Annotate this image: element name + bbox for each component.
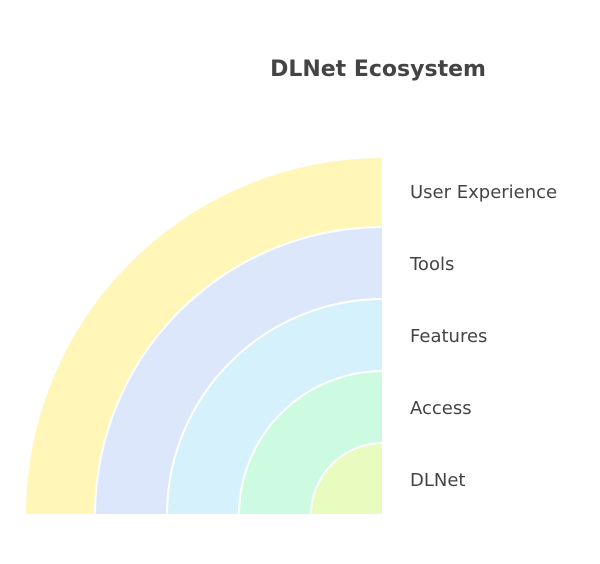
title: DLNet Ecosystem [270,57,486,82]
layer-label: DLNet [410,470,466,491]
ring [309,441,384,516]
layer-label: User Experience [410,182,557,203]
layer-label: Features [410,326,487,347]
rings [23,155,384,516]
layer-label: Access [410,398,472,419]
layer-label: Tools [409,254,454,275]
